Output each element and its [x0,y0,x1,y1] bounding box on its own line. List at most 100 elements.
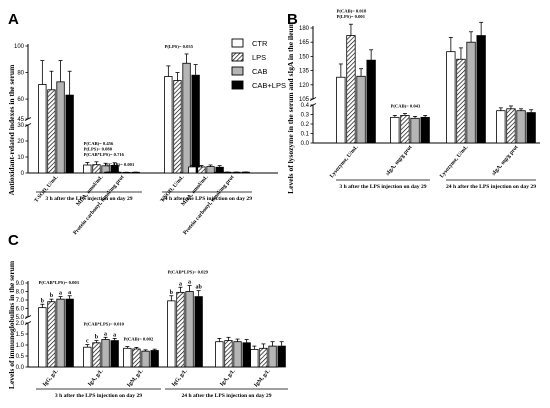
bar [176,291,185,368]
y-tick-label: 1.0 [16,343,25,349]
significance-letter: b [95,335,99,341]
y-tick-label: 0.0 [301,141,310,147]
p-value-annotation: P(CAB)= 0.018 [337,9,367,14]
category-label: Lysozyme, U/mL [329,144,360,179]
bar [38,84,47,174]
y-tick-label: 0.2 [301,122,310,128]
category-label: IgM, g/L [253,368,271,388]
bar [65,298,74,368]
significance-letter: b [170,290,174,296]
category-label: Protein carbonyl, nmol/mg prot [182,174,235,236]
y-tick-label: 60 [17,97,24,103]
bar [65,94,74,174]
y-tick-label: 0.3 [301,113,310,119]
bar [346,35,356,144]
y-tick-label: 9.0 [16,281,25,287]
bar [92,164,101,174]
significance-letter: a [179,281,182,287]
y-tick-label: 20 [17,139,24,145]
p-value-annotation: P(LPS)= 0.035 [165,44,194,49]
p-value-annotation: P(CAB)= 0.001 [105,162,135,167]
panel-b-ylabel: Levels of lysozyme in the serum and sIgA… [286,21,295,193]
y-tick-label: 150 [299,54,310,60]
legend-label-ctr: CTR [252,39,268,48]
legend-swatch-cab-lps [231,80,244,90]
y-tick-label: 0.0 [16,365,25,371]
bar [410,117,420,144]
bar [268,345,277,368]
bar [191,74,200,174]
significance-letter: ab [195,285,202,291]
bar [206,166,215,174]
panel-c-label: C [8,232,19,249]
group-label: 24 h after the LPS injection on day 29 [162,196,252,202]
significance-letter: a [68,290,71,296]
legend: CTR LPS CAB CAB+LPS [231,38,286,90]
legend-label-cab: CAB [252,67,267,76]
group-label: 24 h after the LPS injection on day 29 [446,184,536,190]
bar [506,108,516,144]
p-value-annotation: P(CAB)= 0.043 [391,104,421,109]
bar [185,291,194,368]
y-tick-label: 1.5 [16,332,25,338]
bar [164,76,173,174]
p-value-annotation: P(CAB)= 0.002 [124,337,154,342]
bar [516,110,526,144]
bar [496,110,506,144]
significance-letter: a [59,291,62,297]
bar [476,35,486,144]
category-label: IgA, g/L [87,368,105,387]
p-value-annotation: P(LPS)= 0.080 [84,146,113,151]
y-tick-label: 0.5 [16,354,25,360]
significance-letter: a [104,331,107,337]
bar [47,89,56,174]
p-value-annotation: P(CAB*LPS)= 0.029 [168,270,209,275]
category-label: sIgA, mg/g prot [491,144,520,177]
category-label: sIgA, mg/g prot [385,144,414,177]
bar [456,58,466,144]
y-tick-label: 180 [299,26,310,32]
significance-letter: c [86,339,89,345]
significance-letter: b [41,298,45,304]
panel-a-label: A [8,11,19,28]
y-tick-label: 0.4 [301,103,310,109]
bar [336,76,346,144]
y-tick-label: 100 [14,44,25,50]
panel-c-ylabel: Levels of immunoglobulins in the serum [7,260,16,389]
p-value-annotation: P(LPS)= 0.001 [337,14,366,19]
bar [182,62,191,174]
bar [242,342,251,368]
p-value-annotation: P(CAB)= 0.456 [84,141,114,146]
bar [250,348,259,368]
bar [197,166,206,174]
y-tick-label: 6.0 [16,307,25,313]
bar [390,116,400,144]
bar [233,341,242,368]
bar [446,51,456,144]
y-tick-label: 80 [17,71,24,77]
group-label: 3 h after the LPS injection on day 29 [339,184,426,190]
bar [110,340,119,368]
y-tick-label: 30 [17,123,24,129]
bar [259,347,268,368]
y-tick-label: 2.0 [16,321,25,327]
y-tick-label: 120 [299,83,310,89]
bar [38,307,47,368]
bar [92,342,101,368]
p-value-annotation: P(CAB*LPS)= 0.010 [84,321,125,326]
category-label: Lysozyme, U/mL [439,144,470,179]
category-label: IgM, g/L [126,368,144,388]
bar [194,296,203,368]
bar [167,300,176,368]
bar [83,346,92,368]
bar [224,340,233,368]
group-label: 3 h after the LPS injection on day 29 [55,393,142,399]
bar [188,166,197,174]
bar [356,75,366,144]
bar [83,164,92,174]
y-tick-label: 45 [17,117,24,123]
category-label: IgG, g/L [42,368,60,388]
